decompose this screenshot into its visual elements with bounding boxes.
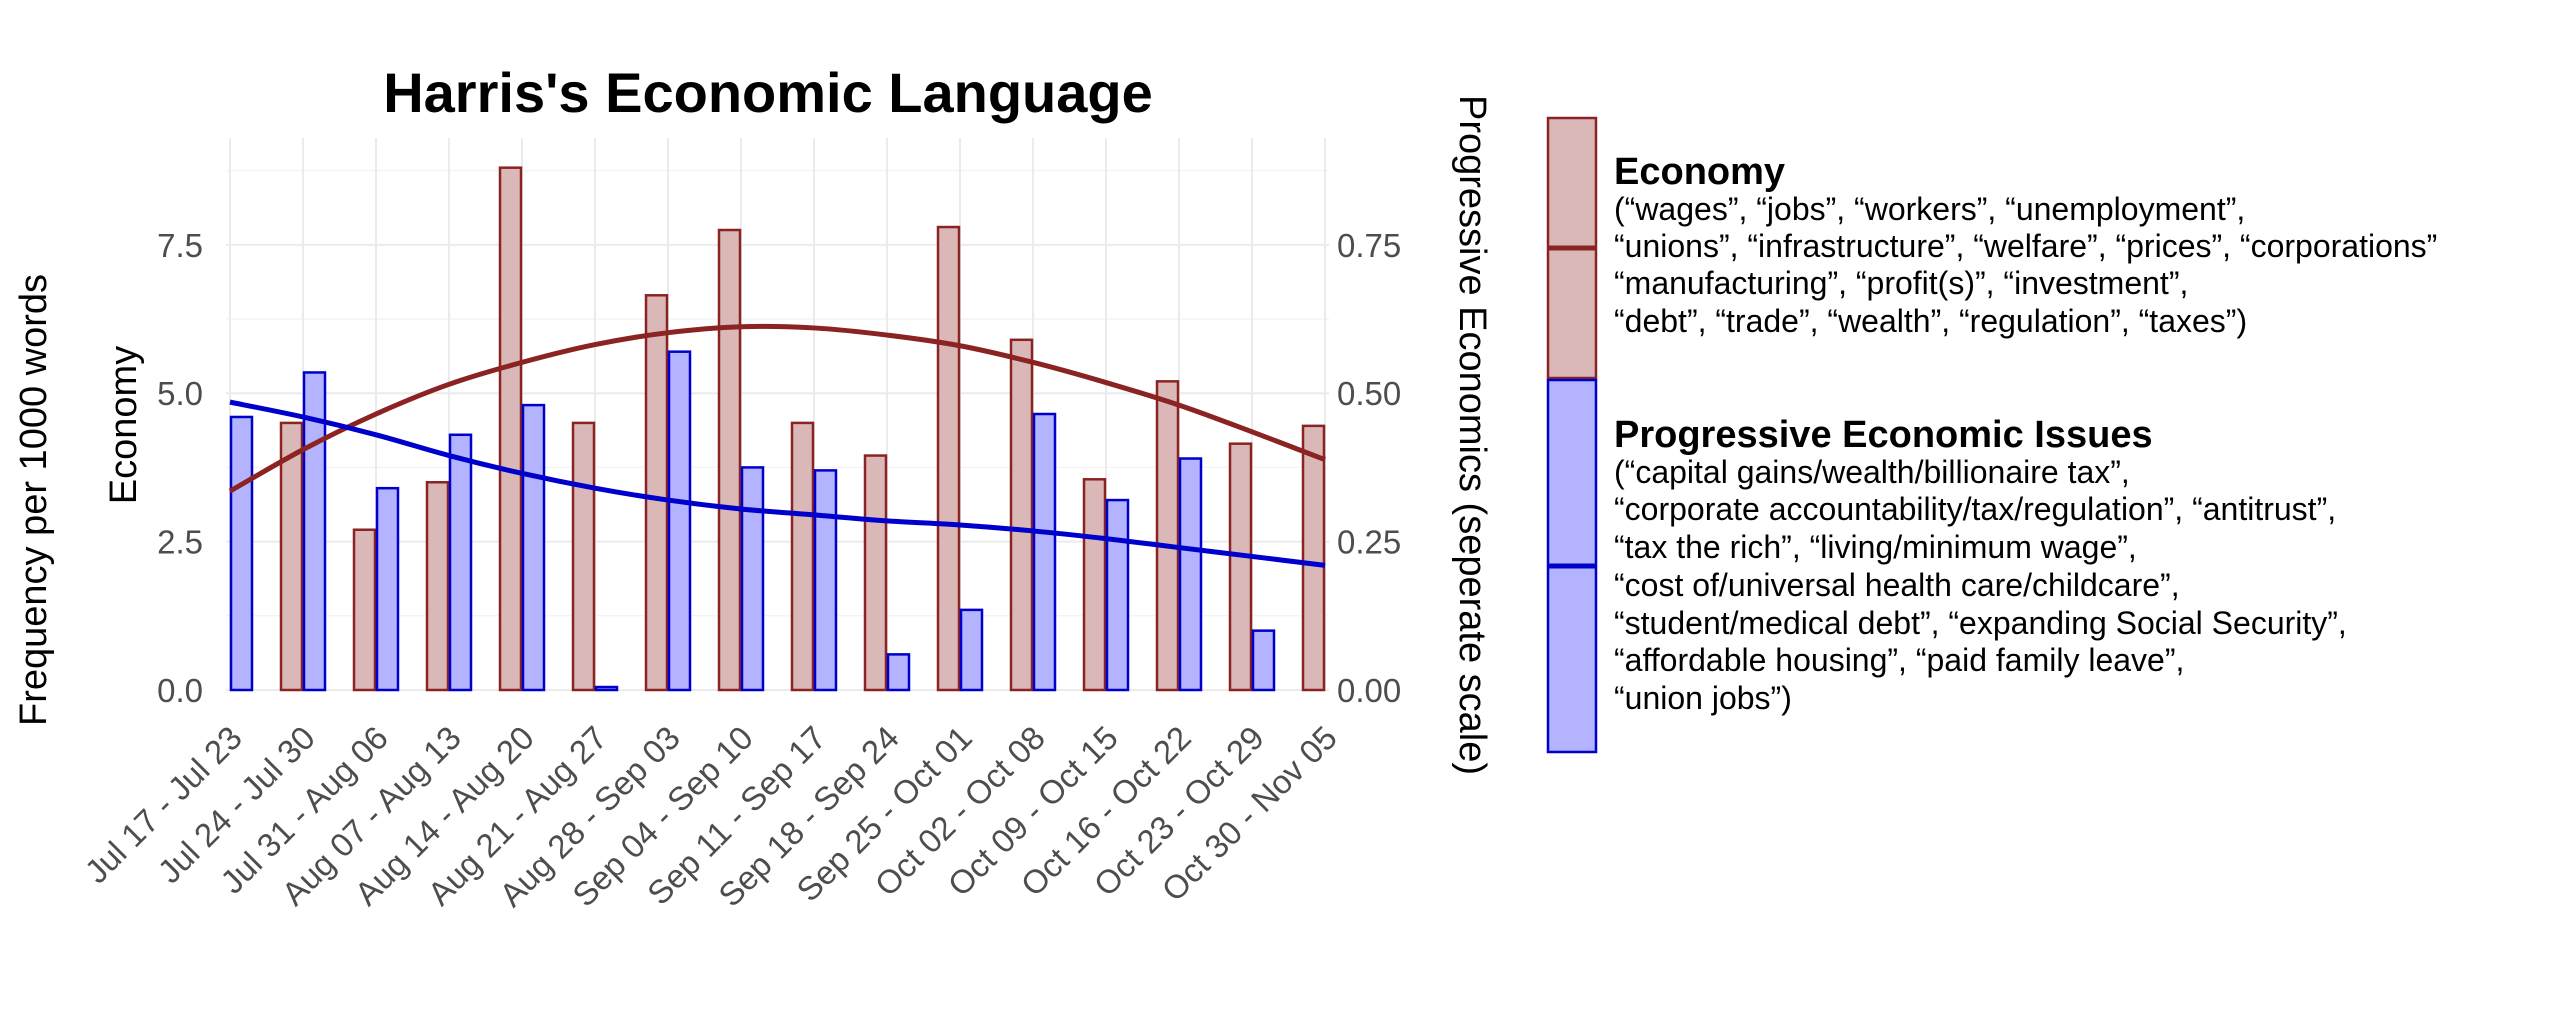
bar-economy-11	[1009, 338, 1034, 692]
legend-text-economy-1: (“wages”, “jobs”, “workers”, “unemployme…	[1614, 191, 2245, 227]
y-tick-label: 7.5	[157, 227, 203, 264]
bar-economy-15	[1301, 424, 1326, 692]
trend-lines	[228, 323, 1326, 568]
legend-text-progressive-3: “tax the rich”, “living/minimum wage”,	[1614, 529, 2137, 565]
bar-economy-5	[571, 421, 596, 692]
y2-tick-label: 0.00	[1337, 672, 1401, 709]
bar-economy-3	[425, 481, 450, 692]
bar-economy-9	[863, 454, 888, 692]
bar-progressive-12	[1105, 498, 1130, 692]
legend-text-economy-3: “manufacturing”, “profit(s)”, “investmen…	[1614, 265, 2188, 301]
bar-progressive-14	[1251, 629, 1276, 692]
bars	[229, 166, 1326, 692]
bar-progressive-7	[740, 466, 765, 692]
legend-text-economy-4: “debt”, “trade”, “wealth”, “regulation”,…	[1614, 303, 2247, 339]
bar-progressive-6	[667, 350, 692, 692]
bar-economy-7	[717, 228, 742, 692]
bar-economy-6	[644, 294, 669, 692]
y2-tick-label: 0.50	[1337, 375, 1401, 412]
legend-title-progressive: Progressive Economic Issues	[1614, 414, 2153, 456]
chart-title: Harris's Economic Language	[383, 61, 1153, 124]
bar-progressive-11	[1032, 412, 1057, 692]
bar-progressive-2	[375, 486, 400, 692]
legend-text-progressive-5: “student/medical debt”, “expanding Socia…	[1614, 605, 2347, 641]
legend: Economy (“wages”, “jobs”, “workers”, “un…	[1546, 116, 2437, 754]
y-tick-label: 2.5	[157, 524, 203, 561]
trend-line-progressive	[229, 399, 1326, 568]
bar-economy-12	[1082, 478, 1107, 692]
legend-text-progressive-7: “union jobs”)	[1614, 680, 1792, 716]
outer-y-axis-title: Frequency per 1000 words	[13, 274, 55, 726]
bar-economy-2	[352, 528, 377, 692]
y2-tick-label: 0.25	[1337, 524, 1401, 561]
bar-economy-10	[936, 225, 961, 692]
legend-text-progressive-2: “corporate accountability/tax/regulation…	[1614, 491, 2336, 527]
bar-economy-14	[1228, 442, 1253, 692]
bar-progressive-13	[1178, 457, 1203, 692]
bar-economy-13	[1155, 380, 1180, 692]
bar-progressive-4	[521, 403, 546, 692]
bar-economy-8	[790, 421, 815, 692]
bar-progressive-3	[448, 433, 473, 692]
legend-text-economy-2: “unions”, “infrastructure”, “welfare”, “…	[1614, 228, 2437, 264]
bar-progressive-9	[886, 653, 911, 692]
y-axis-title: Economy	[103, 346, 145, 504]
y-tick-label: 0.0	[157, 672, 203, 709]
bar-progressive-5	[594, 685, 619, 692]
legend-text-progressive-1: (“capital gains/wealth/billionaire tax”,	[1614, 454, 2130, 490]
bar-progressive-8	[813, 469, 838, 692]
y-tick-label: 5.0	[157, 375, 203, 412]
legend-text-progressive-4: “cost of/universal health care/childcare…	[1614, 567, 2180, 603]
legend-text-progressive-6: “affordable housing”, “paid family leave…	[1614, 642, 2184, 678]
bar-economy-1	[279, 421, 304, 692]
legend-title-economy: Economy	[1614, 151, 1785, 193]
y2-tick-label: 0.75	[1337, 227, 1401, 264]
bar-progressive-1	[302, 371, 327, 692]
bar-progressive-0	[229, 415, 254, 692]
y2-axis-title: Progressive Economics (seperate scale)	[1451, 95, 1493, 775]
bar-progressive-10	[959, 608, 984, 692]
bar-economy-4	[498, 166, 523, 692]
trend-line-economy	[228, 323, 1326, 494]
